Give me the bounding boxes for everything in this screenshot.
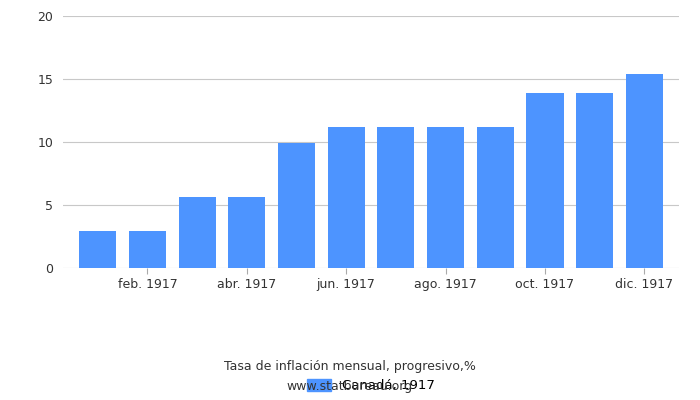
Bar — [477, 127, 514, 268]
Bar — [427, 127, 464, 268]
Bar — [79, 232, 116, 268]
Bar — [178, 198, 216, 268]
Bar — [129, 232, 166, 268]
Bar — [626, 74, 663, 268]
Bar — [328, 127, 365, 268]
Bar — [576, 93, 613, 268]
Legend: Canadá, 1917: Canadá, 1917 — [307, 379, 435, 392]
Bar — [377, 127, 414, 268]
Bar — [228, 198, 265, 268]
Bar — [278, 143, 315, 268]
Text: www.statbureau.org: www.statbureau.org — [287, 380, 413, 393]
Text: Tasa de inflación mensual, progresivo,%: Tasa de inflación mensual, progresivo,% — [224, 360, 476, 373]
Bar — [526, 93, 564, 268]
